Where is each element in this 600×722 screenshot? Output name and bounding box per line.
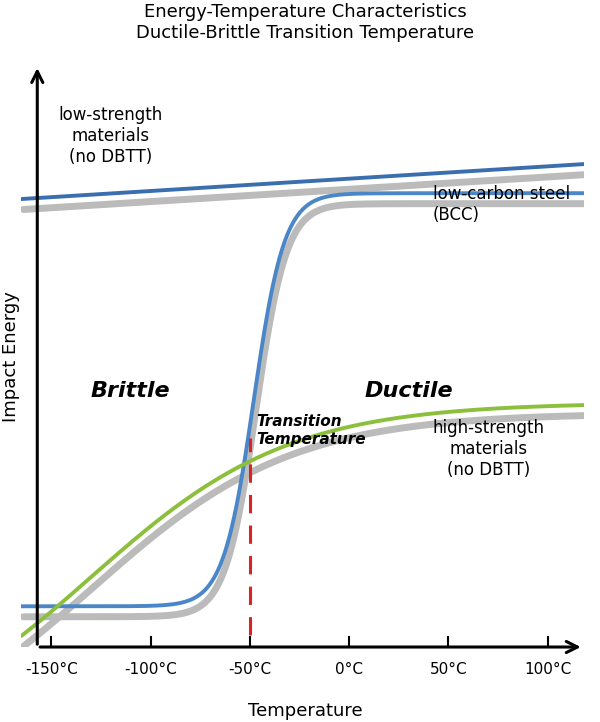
- Text: -150°C: -150°C: [25, 661, 77, 677]
- Text: 0°C: 0°C: [335, 661, 363, 677]
- Text: 100°C: 100°C: [524, 661, 571, 677]
- Text: Temperature: Temperature: [248, 703, 363, 721]
- Text: Ductile: Ductile: [364, 381, 453, 401]
- Text: 50°C: 50°C: [430, 661, 467, 677]
- Text: low-carbon steel
(BCC): low-carbon steel (BCC): [433, 186, 570, 225]
- Text: -50°C: -50°C: [228, 661, 271, 677]
- Text: high-strength
materials
(no DBTT): high-strength materials (no DBTT): [433, 419, 545, 479]
- Text: Energy-Temperature Characteristics
Ductile-Brittle Transition Temperature: Energy-Temperature Characteristics Ducti…: [136, 3, 475, 42]
- Text: Impact Energy: Impact Energy: [2, 291, 20, 422]
- Text: low-strength
materials
(no DBTT): low-strength materials (no DBTT): [59, 106, 163, 165]
- Text: Brittle: Brittle: [91, 381, 170, 401]
- Text: Transition
Temperature: Transition Temperature: [256, 414, 365, 447]
- Text: -100°C: -100°C: [124, 661, 177, 677]
